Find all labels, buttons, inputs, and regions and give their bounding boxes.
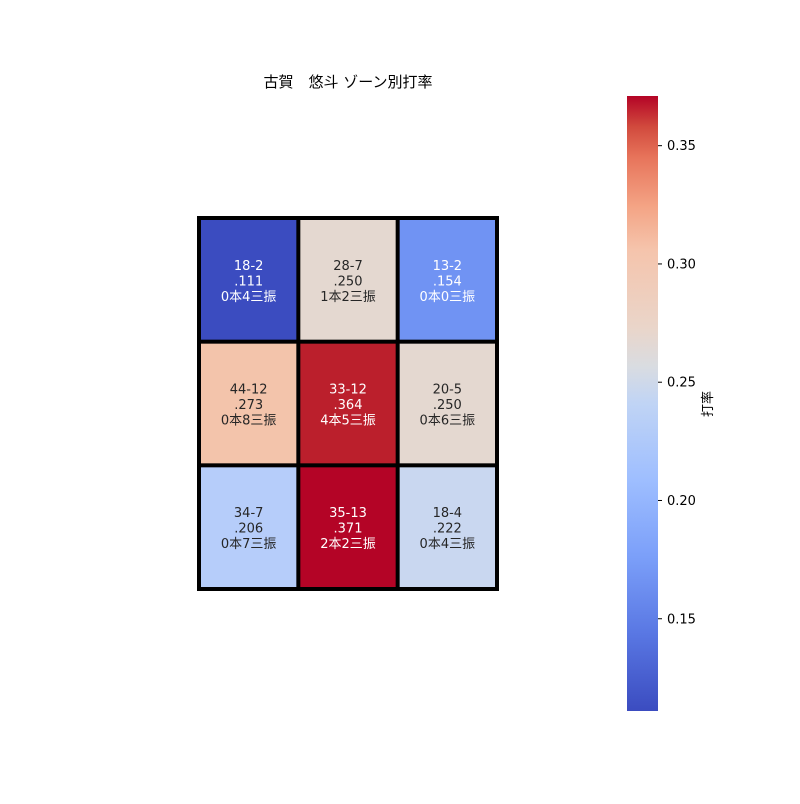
cell-label-line2: .222 xyxy=(433,522,462,537)
colorbar-tick-label: 0.20 xyxy=(667,494,696,509)
cell-label-line3: 0本4三振 xyxy=(420,537,476,552)
cell-label-line1: 28-7 xyxy=(333,259,363,274)
heatmap-grid: 18-2.1110本4三振28-7.2501本2三振13-2.1540本0三振4… xyxy=(197,216,499,591)
cell-label-line2: .371 xyxy=(334,522,363,537)
cell-label-line3: 4本5三振 xyxy=(320,414,376,429)
cell-rect xyxy=(201,467,297,587)
cell-rect xyxy=(300,220,396,340)
colorbar-tick-label: 0.30 xyxy=(667,257,696,272)
cell-label-line1: 34-7 xyxy=(234,506,264,521)
colorbar-tick-label: 0.35 xyxy=(667,139,696,154)
cell-label-line3: 0本4三振 xyxy=(221,290,277,305)
cell-rect xyxy=(201,220,297,340)
cell-rect xyxy=(300,467,396,587)
cell-label-line1: 20-5 xyxy=(433,383,463,398)
cell-label-line1: 13-2 xyxy=(433,259,463,274)
cell-label-line1: 33-12 xyxy=(329,383,367,398)
cell-rect xyxy=(399,220,495,340)
cell-label-line1: 18-4 xyxy=(433,506,463,521)
colorbar-label: 打率 xyxy=(700,391,716,417)
cell-label-line2: .250 xyxy=(433,398,462,413)
cell-label-line2: .206 xyxy=(234,522,263,537)
colorbar-tick-label: 0.25 xyxy=(667,376,696,391)
cell-label-line2: .250 xyxy=(334,274,363,289)
colorbar-gradient xyxy=(627,96,658,711)
colorbar-tick-label: 0.15 xyxy=(667,612,696,627)
cell-label-line3: 0本0三振 xyxy=(420,290,476,305)
cell-label-line1: 35-13 xyxy=(329,506,367,521)
cell-label-line3: 1本2三振 xyxy=(320,290,376,305)
cell-rect xyxy=(399,467,495,587)
cell-label-line1: 44-12 xyxy=(230,383,268,398)
cell-label-line2: .154 xyxy=(433,274,462,289)
chart-title: 古賀 悠斗 ゾーン別打率 xyxy=(263,73,432,91)
cell-label-line2: .364 xyxy=(334,398,363,413)
cell-rect xyxy=(399,343,495,464)
cell-rect xyxy=(300,343,396,464)
cell-label-line1: 18-2 xyxy=(234,259,264,274)
cell-label-line3: 0本8三振 xyxy=(221,414,277,429)
cell-label-line3: 2本2三振 xyxy=(320,537,376,552)
cell-rect xyxy=(201,343,297,464)
cell-label-line2: .273 xyxy=(234,398,263,413)
cell-label-line3: 0本7三振 xyxy=(221,537,277,552)
colorbar: 0.15 0.20 0.25 0.30 0.35 xyxy=(627,96,696,711)
cell-label-line3: 0本6三振 xyxy=(420,414,476,429)
cell-label-line2: .111 xyxy=(234,274,263,289)
